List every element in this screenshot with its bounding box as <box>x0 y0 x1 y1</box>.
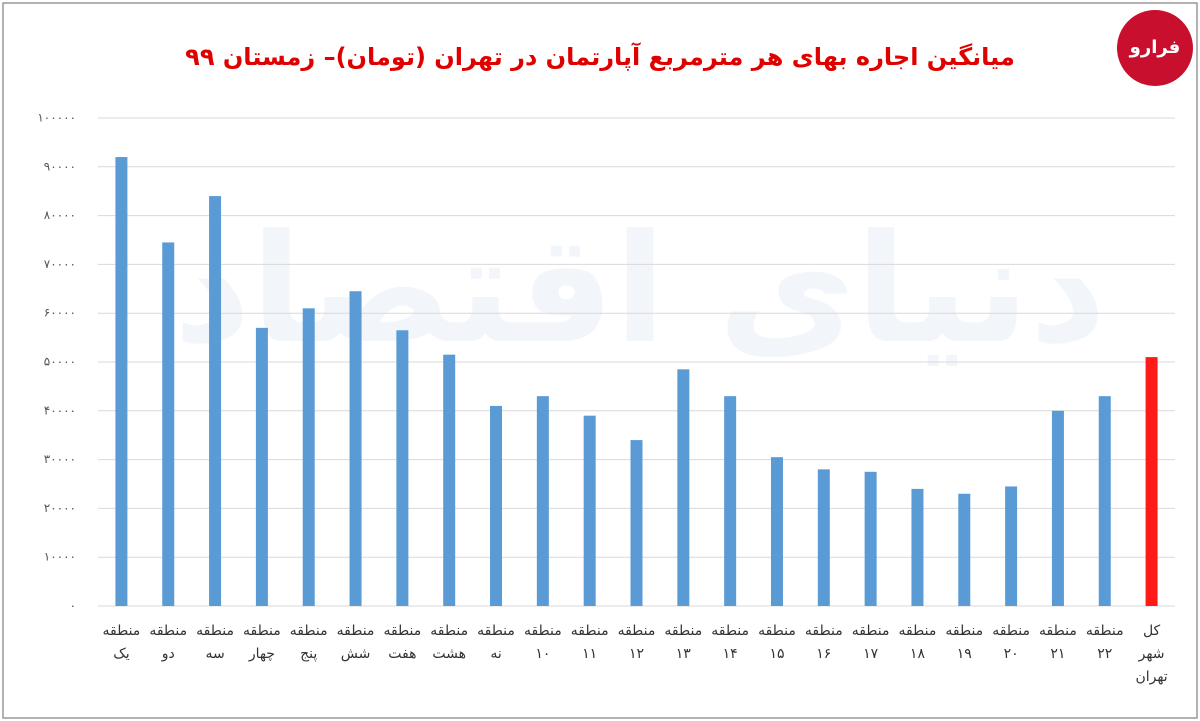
y-tick-label: ۹۰۰۰۰ <box>44 159 76 173</box>
x-tick-label: منطقه ۱۳ <box>664 623 703 662</box>
x-tick-label: منطقه نه <box>477 623 515 662</box>
x-tick-label: منطقه ۱۴ <box>711 623 750 662</box>
y-tick-label: ۷۰۰۰۰ <box>44 257 76 271</box>
x-tick-label: منطقه شش <box>336 623 375 662</box>
y-tick-label: ۲۰۰۰۰ <box>44 501 76 515</box>
y-tick-label: ۱۰۰۰۰ <box>44 550 76 564</box>
y-tick-label: ۶۰۰۰۰ <box>44 306 76 320</box>
y-tick-label: ۵۰۰۰۰ <box>44 355 76 369</box>
logo: فرارو <box>1129 37 1181 58</box>
bar <box>864 471 877 606</box>
x-tick-label: منطقه یک <box>102 623 141 662</box>
y-tick-label: ۸۰۰۰۰ <box>44 208 76 222</box>
bar <box>115 157 128 607</box>
x-tick-label: منطقه هشت <box>430 623 469 662</box>
x-tick-label: منطقه چهار <box>242 623 281 662</box>
x-tick-label: منطقه ۱۵ <box>758 623 796 662</box>
x-tick-label: منطقه ۱۶ <box>804 623 843 662</box>
bar <box>630 440 643 606</box>
x-tick-label: منطقه ۱۷ <box>851 623 890 662</box>
bar <box>1098 396 1111 606</box>
bar <box>443 354 456 606</box>
bar <box>209 196 222 606</box>
y-tick-label: ۴۰۰۰۰ <box>44 403 76 417</box>
x-tick-label: منطقه دو <box>149 623 188 662</box>
x-tick-label: منطقه ۲۱ <box>1039 623 1077 662</box>
x-tick-label: منطقه ۲۰ <box>992 623 1030 662</box>
x-tick-label: منطقه ۱۰ <box>523 623 562 662</box>
bar <box>349 291 362 606</box>
y-tick-label: ۱۰۰۰۰۰ <box>37 111 76 125</box>
y-tick-label: ۰ <box>70 599 76 613</box>
bar <box>958 493 971 606</box>
bar <box>770 457 783 606</box>
watermark: دنیای اقتصاد <box>174 203 1107 377</box>
bar <box>302 308 315 606</box>
x-tick-label: منطقه ۱۱ <box>570 623 609 662</box>
bar <box>583 415 596 606</box>
bar <box>724 396 737 606</box>
bar <box>1051 410 1064 606</box>
x-tick-label: منطقه پنج <box>289 623 328 662</box>
x-tick-label: منطقه ۱۹ <box>945 623 984 662</box>
bar <box>490 405 503 606</box>
bar <box>162 242 175 606</box>
chart-title: میانگین اجاره بهای هر مترمربع آپارتمان د… <box>185 42 1015 71</box>
x-tick-label: منطقه ۱۸ <box>898 623 937 662</box>
x-tick-label: منطقه ۱۲ <box>617 623 656 662</box>
bar <box>1145 357 1158 606</box>
x-tick-label: کل شهر تهران <box>1135 623 1168 685</box>
bar <box>255 327 268 606</box>
x-tick-label: منطقه ۲۲ <box>1085 623 1124 662</box>
x-tick-label: منطقه هفت <box>383 623 422 662</box>
logo-badge <box>1117 10 1193 86</box>
bar <box>1005 486 1018 606</box>
bar <box>536 396 549 606</box>
x-tick-label: منطقه سه <box>196 623 234 662</box>
bar <box>396 330 409 606</box>
bar <box>911 488 924 606</box>
bar <box>817 469 830 606</box>
y-tick-label: ۳۰۰۰۰ <box>44 452 76 466</box>
bar <box>677 369 690 606</box>
